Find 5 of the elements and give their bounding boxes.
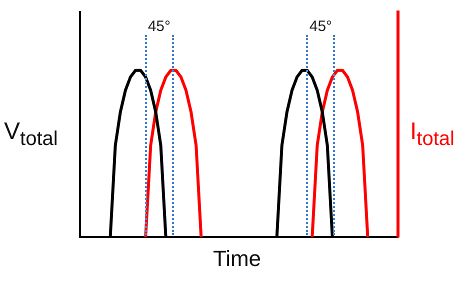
- y2-axis-title: I$_{total}$: [410, 118, 454, 151]
- text: 45°: [308, 18, 334, 35]
- text: 45°: [146, 18, 172, 35]
- x-axis-title: Time: [212, 246, 262, 272]
- y-axis-title: V$_{total}$: [4, 118, 58, 151]
